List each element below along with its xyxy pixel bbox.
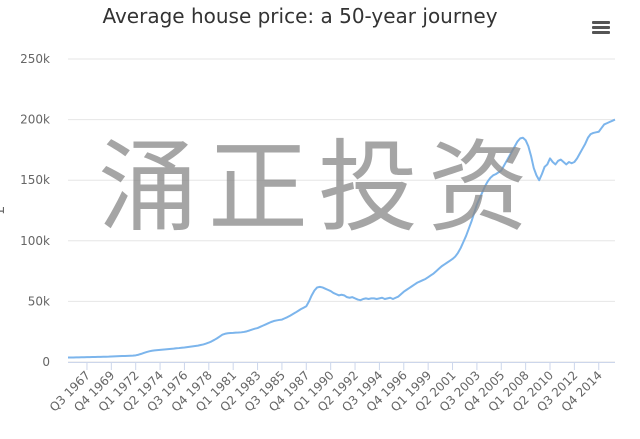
menu-button[interactable]: [590, 18, 612, 38]
menu-bar[interactable]: [592, 31, 610, 34]
y-axis-title: £: [0, 206, 8, 214]
y-tick-label: 200k: [20, 113, 50, 127]
menu-bar[interactable]: [592, 26, 610, 29]
y-tick-label: 150k: [20, 173, 50, 187]
y-tick-label: 250k: [20, 52, 50, 66]
y-tick-label: 0: [42, 355, 50, 369]
y-tick-label: 50k: [28, 294, 50, 308]
y-tick-label: 100k: [20, 234, 50, 248]
menu-bar[interactable]: [592, 21, 610, 24]
data-line: [68, 118, 616, 359]
watermark: 涌正投资: [98, 129, 538, 246]
plot: [68, 118, 616, 359]
chart-title: Average house price: a 50-year journey: [102, 4, 497, 28]
